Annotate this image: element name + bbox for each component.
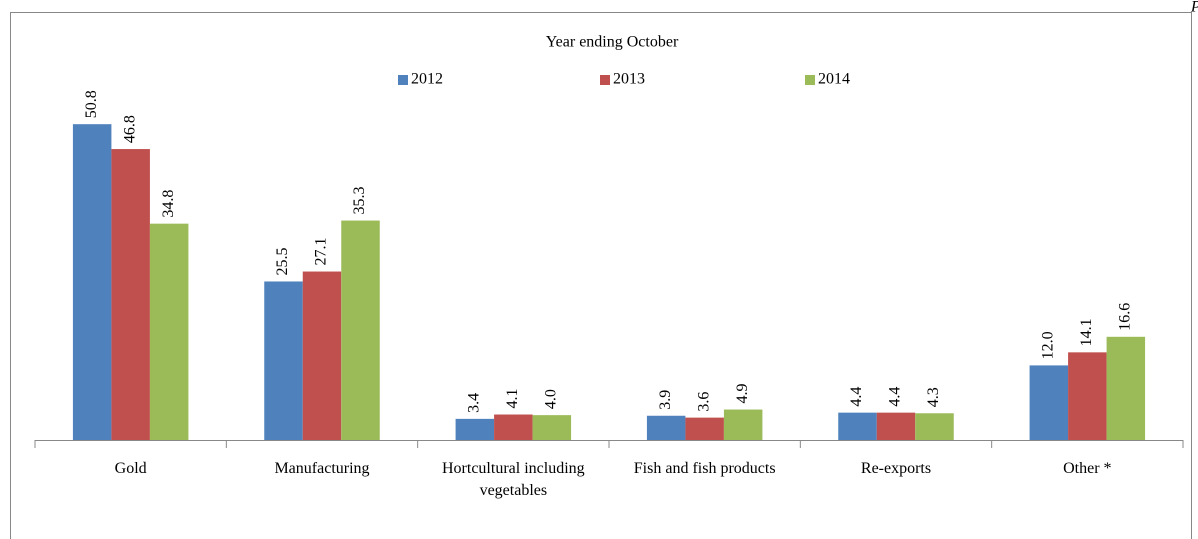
data-label: 27.1 (313, 238, 330, 266)
x-tick-label: Re-exports (860, 460, 932, 477)
legend-swatch (398, 75, 408, 85)
data-label: 4.0 (543, 389, 560, 409)
data-label: 4.9 (734, 384, 751, 404)
bar (685, 417, 724, 440)
data-label: 50.8 (83, 90, 100, 118)
data-label: 4.3 (925, 387, 942, 407)
legend-label: 2013 (613, 71, 645, 88)
data-label: 46.8 (121, 115, 138, 143)
bar (1106, 336, 1146, 440)
data-label: 4.1 (504, 389, 521, 409)
bar (455, 418, 495, 440)
bar (302, 271, 342, 440)
legend-label: 2014 (818, 71, 850, 88)
data-label: 3.6 (695, 392, 712, 412)
x-tick-label: Gold (114, 460, 147, 477)
data-label: 14.1 (1078, 318, 1095, 346)
x-tick-label-box: Re-exports (860, 460, 932, 477)
x-tick-label-box: Fish and fish products (633, 460, 776, 477)
bar (111, 149, 150, 440)
x-tick-label: Fish and fish products (633, 460, 776, 477)
bar (1068, 352, 1107, 440)
data-label: 3.4 (466, 393, 483, 413)
data-label: 12.0 (1040, 331, 1057, 359)
data-label: 35.3 (351, 187, 368, 215)
data-label: 4.4 (887, 387, 904, 407)
legend-label: 2012 (411, 71, 443, 88)
bar (72, 124, 112, 441)
chart-title: Year ending October (546, 34, 679, 51)
x-tick-label-box: Gold (114, 460, 147, 477)
x-tick-label-box: Manufacturing (274, 460, 370, 477)
x-tick-label-box: Hortcultural including vegetables (442, 460, 585, 499)
bar (646, 415, 686, 440)
chart-frame (10, 12, 1192, 539)
bar (341, 220, 380, 440)
x-tick-label: Hortcultural including vegetables (442, 460, 585, 499)
data-label: 4.4 (848, 387, 865, 407)
bar (723, 409, 763, 440)
bar (876, 412, 916, 440)
data-label: 16.6 (1117, 303, 1134, 331)
x-tick-label: Manufacturing (274, 460, 370, 477)
legend-swatch (600, 75, 610, 85)
bar (915, 413, 954, 440)
bar (494, 414, 533, 440)
bar (532, 415, 572, 440)
bar (264, 281, 303, 440)
data-label: 3.9 (657, 390, 674, 410)
data-label: 25.5 (274, 247, 291, 275)
bar (1029, 365, 1069, 440)
x-tick-label-box: Other * (1063, 460, 1112, 477)
x-tick-label: Other * (1063, 460, 1112, 477)
unit-note: Percent (1190, 0, 1198, 16)
bar (838, 412, 877, 440)
data-label: 34.8 (160, 190, 177, 218)
bar (149, 223, 189, 440)
legend-swatch (805, 75, 815, 85)
